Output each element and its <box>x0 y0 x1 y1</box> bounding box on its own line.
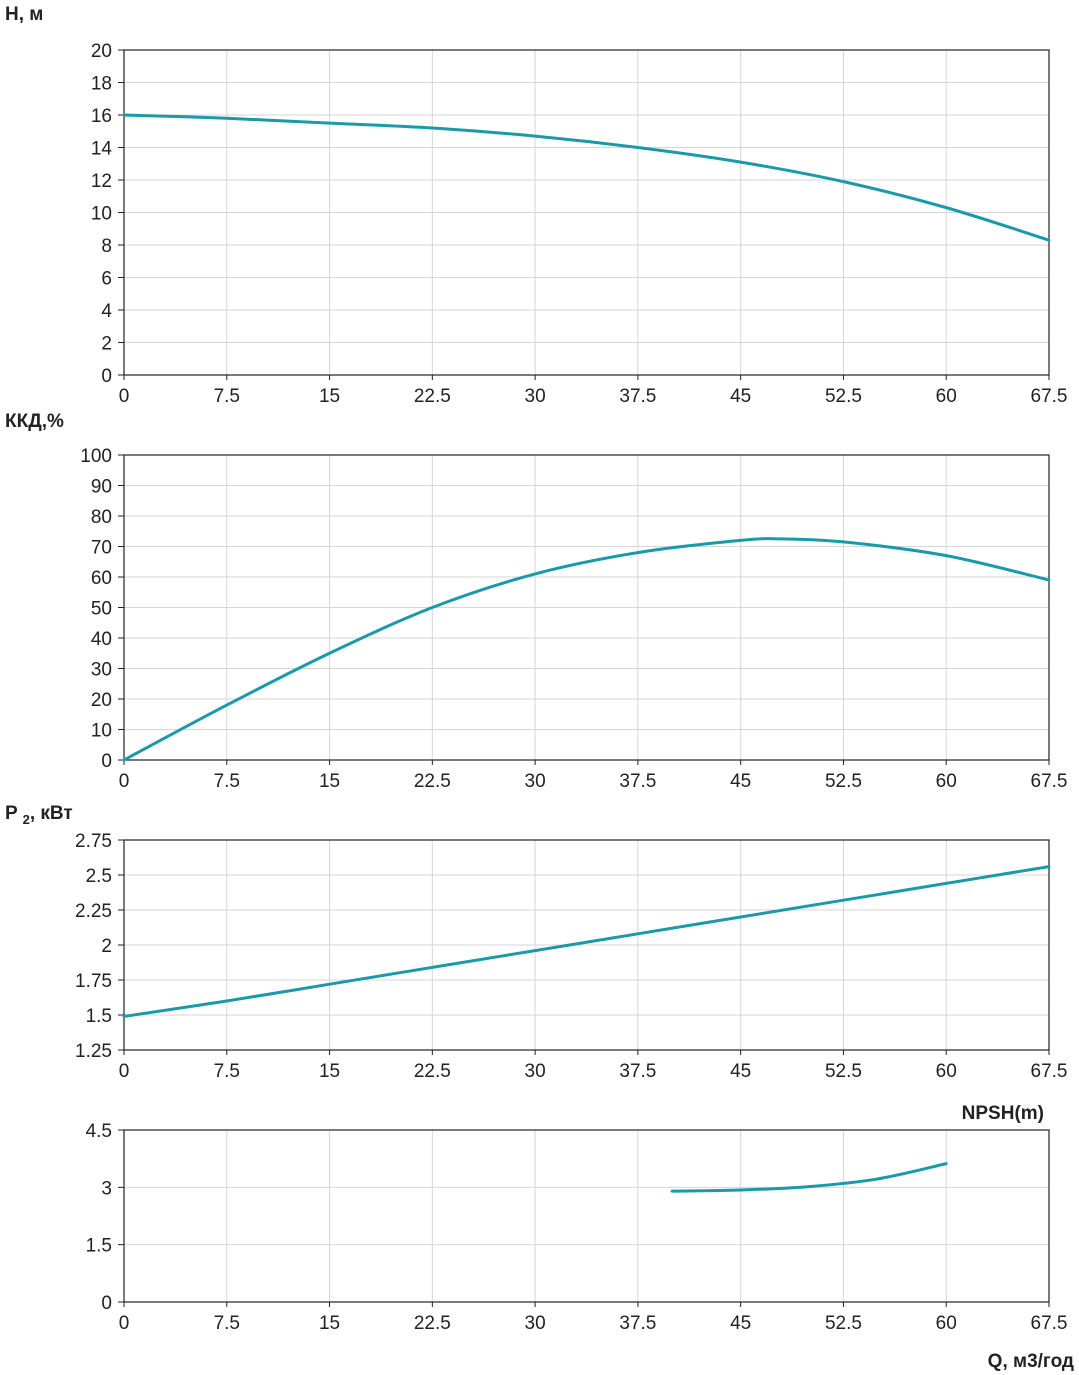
x-tick-label: 60 <box>936 386 957 407</box>
y-tick-label: 40 <box>91 629 112 650</box>
x-tick-label: 15 <box>319 771 340 792</box>
x-tick-label: 0 <box>119 386 130 407</box>
x-tick-label: 22.5 <box>414 771 451 792</box>
plot-frame <box>123 454 1050 761</box>
y-tick-label: 2 <box>101 936 112 957</box>
x-tick-label: 22.5 <box>414 1313 451 1334</box>
x-tick-label: 45 <box>730 1313 751 1334</box>
y-tick-label: 0 <box>101 366 112 387</box>
x-tick-label: 0 <box>119 1061 130 1082</box>
y-tick-label: 12 <box>91 171 112 192</box>
x-tick-label: 52.5 <box>825 1061 862 1082</box>
y-tick-label: 10 <box>91 204 112 225</box>
x-tick-label: 30 <box>525 1313 546 1334</box>
x-tick-label: 30 <box>525 1061 546 1082</box>
y-tick-label: 6 <box>101 269 112 290</box>
chart-panel-2: 0 7.5 15 22.5 30 37.5 45 52.5 60 67.5 0 10 20 30 40 50 6… <box>5 411 1067 792</box>
x-tick-label: 52.5 <box>825 386 862 407</box>
y-tick-label: 8 <box>101 236 112 257</box>
x-tick-label: 15 <box>319 1313 340 1334</box>
y-axis-title: NPSH(m) <box>962 1103 1044 1124</box>
y-axis-title: ККД,% <box>5 411 64 432</box>
plot-frame <box>123 839 1050 1051</box>
x-tick-label: 7.5 <box>214 771 240 792</box>
y-tick-label: 2.75 <box>75 831 112 852</box>
y-tick-label: 0 <box>101 1293 112 1314</box>
x-tick-label: 60 <box>936 771 957 792</box>
y-tick-label: 18 <box>91 74 112 95</box>
x-tick-label: 37.5 <box>619 771 656 792</box>
y-axis-title: P 2, кВт <box>5 803 73 827</box>
chart-panel-4: 0 7.5 15 22.5 30 37.5 45 52.5 60 67.5 0 1.5 3 4.5 NPSH… <box>86 1103 1068 1334</box>
y-tick-label: 1.5 <box>86 1236 112 1257</box>
series-line-1 <box>122 537 1051 762</box>
y-tick-label: 100 <box>80 446 112 467</box>
x-tick-label: 67.5 <box>1031 386 1068 407</box>
y-tick-label: 4.5 <box>86 1121 112 1142</box>
x-tick-label: 37.5 <box>619 1061 656 1082</box>
y-tick-label: 2.5 <box>86 866 112 887</box>
x-tick-label: 45 <box>730 386 751 407</box>
chart-panel-3: 0 7.5 15 22.5 30 37.5 45 52.5 60 67.51.251.51.752… <box>5 803 1067 1082</box>
y-tick-label: 30 <box>91 660 112 681</box>
x-tick-label: 0 <box>119 1313 130 1334</box>
y-tick-label: 50 <box>91 599 112 620</box>
x-tick-label: 60 <box>936 1313 957 1334</box>
x-tick-label: 7.5 <box>214 1061 240 1082</box>
y-tick-label: 16 <box>91 106 112 127</box>
x-tick-label: 22.5 <box>414 386 451 407</box>
x-tick-label: 52.5 <box>825 771 862 792</box>
y-tick-label: 20 <box>91 690 112 711</box>
x-tick-label: 37.5 <box>619 1313 656 1334</box>
x-tick-label: 67.5 <box>1031 1313 1068 1334</box>
y-tick-label: 0 <box>101 751 112 772</box>
x-tick-label: 30 <box>525 386 546 407</box>
x-tick-label: 60 <box>936 1061 957 1082</box>
x-axis-title: Q, м3/год <box>988 1351 1074 1372</box>
x-tick-label: 15 <box>319 386 340 407</box>
y-tick-label: 80 <box>91 507 112 528</box>
y-tick-label: 1.75 <box>75 971 112 992</box>
x-tick-label: 7.5 <box>214 386 240 407</box>
series-line-1 <box>670 1162 948 1193</box>
series-line-1 <box>122 113 1051 242</box>
x-tick-label: 30 <box>525 771 546 792</box>
y-tick-label: 1.5 <box>86 1006 112 1027</box>
plot-frame <box>123 1129 1050 1303</box>
x-tick-label: 45 <box>730 771 751 792</box>
y-tick-label: 2.25 <box>75 901 112 922</box>
x-tick-label: 0 <box>119 771 130 792</box>
x-tick-label: 22.5 <box>414 1061 451 1082</box>
y-tick-label: 2 <box>101 334 112 355</box>
x-tick-label: 45 <box>730 1061 751 1082</box>
x-tick-label: 7.5 <box>214 1313 240 1334</box>
y-axis-title: H, м <box>5 4 43 25</box>
x-tick-label: 52.5 <box>825 1313 862 1334</box>
x-tick-label: 37.5 <box>619 386 656 407</box>
y-tick-label: 20 <box>91 41 112 62</box>
x-tick-label: 67.5 <box>1031 771 1068 792</box>
plot-frame <box>123 49 1050 376</box>
y-tick-label: 4 <box>101 301 112 322</box>
y-tick-label: 90 <box>91 477 112 498</box>
x-tick-label: 67.5 <box>1031 1061 1068 1082</box>
y-tick-label: 3 <box>101 1178 112 1199</box>
y-tick-label: 14 <box>91 139 113 160</box>
series-line-1 <box>122 865 1051 1018</box>
chart-panel-1: 0 7.5 15 22.5 30 37.5 45 52.5 60 67.5 0 2 4 6 8 10 12 14 1… <box>5 4 1067 407</box>
x-tick-label: 15 <box>319 1061 340 1082</box>
y-tick-label: 60 <box>91 568 112 589</box>
y-tick-label: 10 <box>91 721 112 742</box>
y-tick-label: 70 <box>91 538 112 559</box>
y-tick-label: 1.25 <box>75 1041 112 1062</box>
